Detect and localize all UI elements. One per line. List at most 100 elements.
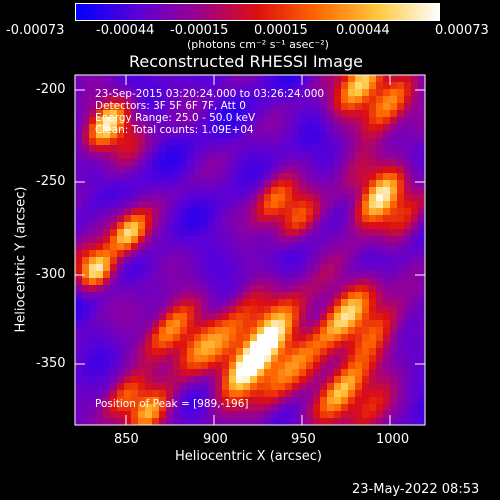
heatmap-pixel bbox=[369, 173, 377, 181]
heatmap-pixel bbox=[397, 243, 405, 251]
heatmap-pixel bbox=[285, 285, 293, 293]
heatmap-pixel bbox=[257, 390, 265, 398]
heatmap-pixel bbox=[250, 404, 258, 412]
heatmap-pixel bbox=[257, 362, 265, 370]
heatmap-pixel bbox=[327, 145, 335, 153]
heatmap-pixel bbox=[124, 327, 132, 335]
heatmap-pixel bbox=[341, 208, 349, 216]
heatmap-pixel bbox=[222, 250, 230, 258]
heatmap-pixel bbox=[285, 138, 293, 146]
heatmap-pixel bbox=[369, 187, 377, 195]
heatmap-pixel bbox=[362, 110, 370, 118]
heatmap-pixel bbox=[390, 376, 398, 384]
heatmap-pixel bbox=[369, 145, 377, 153]
heatmap-pixel bbox=[131, 355, 139, 363]
heatmap-pixel bbox=[187, 103, 195, 111]
heatmap-pixel bbox=[208, 257, 216, 265]
heatmap-pixel bbox=[180, 299, 188, 307]
heatmap-pixel bbox=[208, 145, 216, 153]
heatmap-pixel bbox=[124, 166, 132, 174]
heatmap-pixel bbox=[299, 404, 307, 412]
heatmap-pixel bbox=[299, 89, 307, 97]
heatmap-pixel bbox=[313, 201, 321, 209]
heatmap-pixel bbox=[390, 75, 398, 83]
y-tick-label: -300 bbox=[36, 267, 66, 282]
heatmap-pixel bbox=[348, 292, 356, 300]
heatmap-pixel bbox=[166, 418, 174, 425]
heatmap-pixel bbox=[271, 96, 279, 104]
heatmap-pixel bbox=[75, 292, 83, 300]
heatmap-pixel bbox=[166, 89, 174, 97]
heatmap-pixel bbox=[82, 82, 90, 90]
heatmap-pixel bbox=[96, 131, 104, 139]
heatmap-pixel bbox=[362, 124, 370, 132]
heatmap-pixel bbox=[362, 383, 370, 391]
heatmap-pixel bbox=[145, 299, 153, 307]
heatmap-pixel bbox=[355, 418, 363, 425]
heatmap-pixel bbox=[369, 362, 377, 370]
heatmap-pixel bbox=[194, 229, 202, 237]
heatmap-pixel bbox=[355, 397, 363, 405]
heatmap-pixel bbox=[404, 208, 412, 216]
heatmap-pixel bbox=[180, 152, 188, 160]
heatmap-pixel bbox=[75, 306, 83, 314]
heatmap-pixel bbox=[89, 299, 97, 307]
heatmap-pixel bbox=[243, 383, 251, 391]
heatmap-pixel bbox=[194, 187, 202, 195]
heatmap-pixel bbox=[390, 404, 398, 412]
heatmap-pixel bbox=[75, 376, 83, 384]
heatmap-pixel bbox=[383, 348, 391, 356]
heatmap-pixel bbox=[404, 159, 412, 167]
heatmap-pixel bbox=[166, 187, 174, 195]
y-tick-label: -200 bbox=[36, 82, 66, 97]
heatmap-pixel bbox=[285, 278, 293, 286]
heatmap-pixel bbox=[243, 264, 251, 272]
heatmap-pixel bbox=[187, 334, 195, 342]
heatmap-pixel bbox=[173, 194, 181, 202]
heatmap-pixel bbox=[222, 159, 230, 167]
heatmap-pixel bbox=[103, 187, 111, 195]
heatmap-pixel bbox=[362, 355, 370, 363]
heatmap-pixel bbox=[292, 187, 300, 195]
heatmap-pixel bbox=[271, 236, 279, 244]
heatmap-pixel bbox=[117, 131, 125, 139]
heatmap-pixel bbox=[306, 229, 314, 237]
heatmap-pixel bbox=[369, 194, 377, 202]
heatmap-pixel bbox=[418, 411, 425, 419]
heatmap-pixel bbox=[180, 236, 188, 244]
heatmap-pixel bbox=[159, 208, 167, 216]
heatmap-pixel bbox=[397, 110, 405, 118]
heatmap-pixel bbox=[334, 264, 342, 272]
heatmap-pixel bbox=[194, 208, 202, 216]
heatmap-pixel bbox=[229, 194, 237, 202]
heatmap-pixel bbox=[187, 390, 195, 398]
heatmap-pixel bbox=[229, 348, 237, 356]
heatmap-pixel bbox=[194, 159, 202, 167]
heatmap-pixel bbox=[117, 201, 125, 209]
heatmap-pixel bbox=[313, 180, 321, 188]
heatmap-pixel bbox=[327, 341, 335, 349]
heatmap-pixel bbox=[271, 306, 279, 314]
heatmap-pixel bbox=[271, 152, 279, 160]
heatmap-pixel bbox=[355, 131, 363, 139]
heatmap-pixel bbox=[229, 152, 237, 160]
heatmap-pixel bbox=[180, 334, 188, 342]
heatmap-pixel bbox=[103, 257, 111, 265]
heatmap-pixel bbox=[103, 75, 111, 83]
heatmap-pixel bbox=[250, 397, 258, 405]
heatmap-pixel bbox=[243, 404, 251, 412]
heatmap-pixel bbox=[341, 299, 349, 307]
heatmap-pixel bbox=[180, 383, 188, 391]
heatmap-pixel bbox=[341, 306, 349, 314]
heatmap-pixel bbox=[138, 159, 146, 167]
heatmap-pixel bbox=[236, 159, 244, 167]
heatmap-pixel bbox=[257, 89, 265, 97]
heatmap-pixel bbox=[285, 187, 293, 195]
heatmap-pixel bbox=[124, 355, 132, 363]
heatmap-pixel bbox=[152, 229, 160, 237]
heatmap-pixel bbox=[194, 110, 202, 118]
heatmap-pixel bbox=[278, 229, 286, 237]
heatmap-pixel bbox=[383, 362, 391, 370]
heatmap-pixel bbox=[278, 278, 286, 286]
heatmap-pixel bbox=[327, 215, 335, 223]
